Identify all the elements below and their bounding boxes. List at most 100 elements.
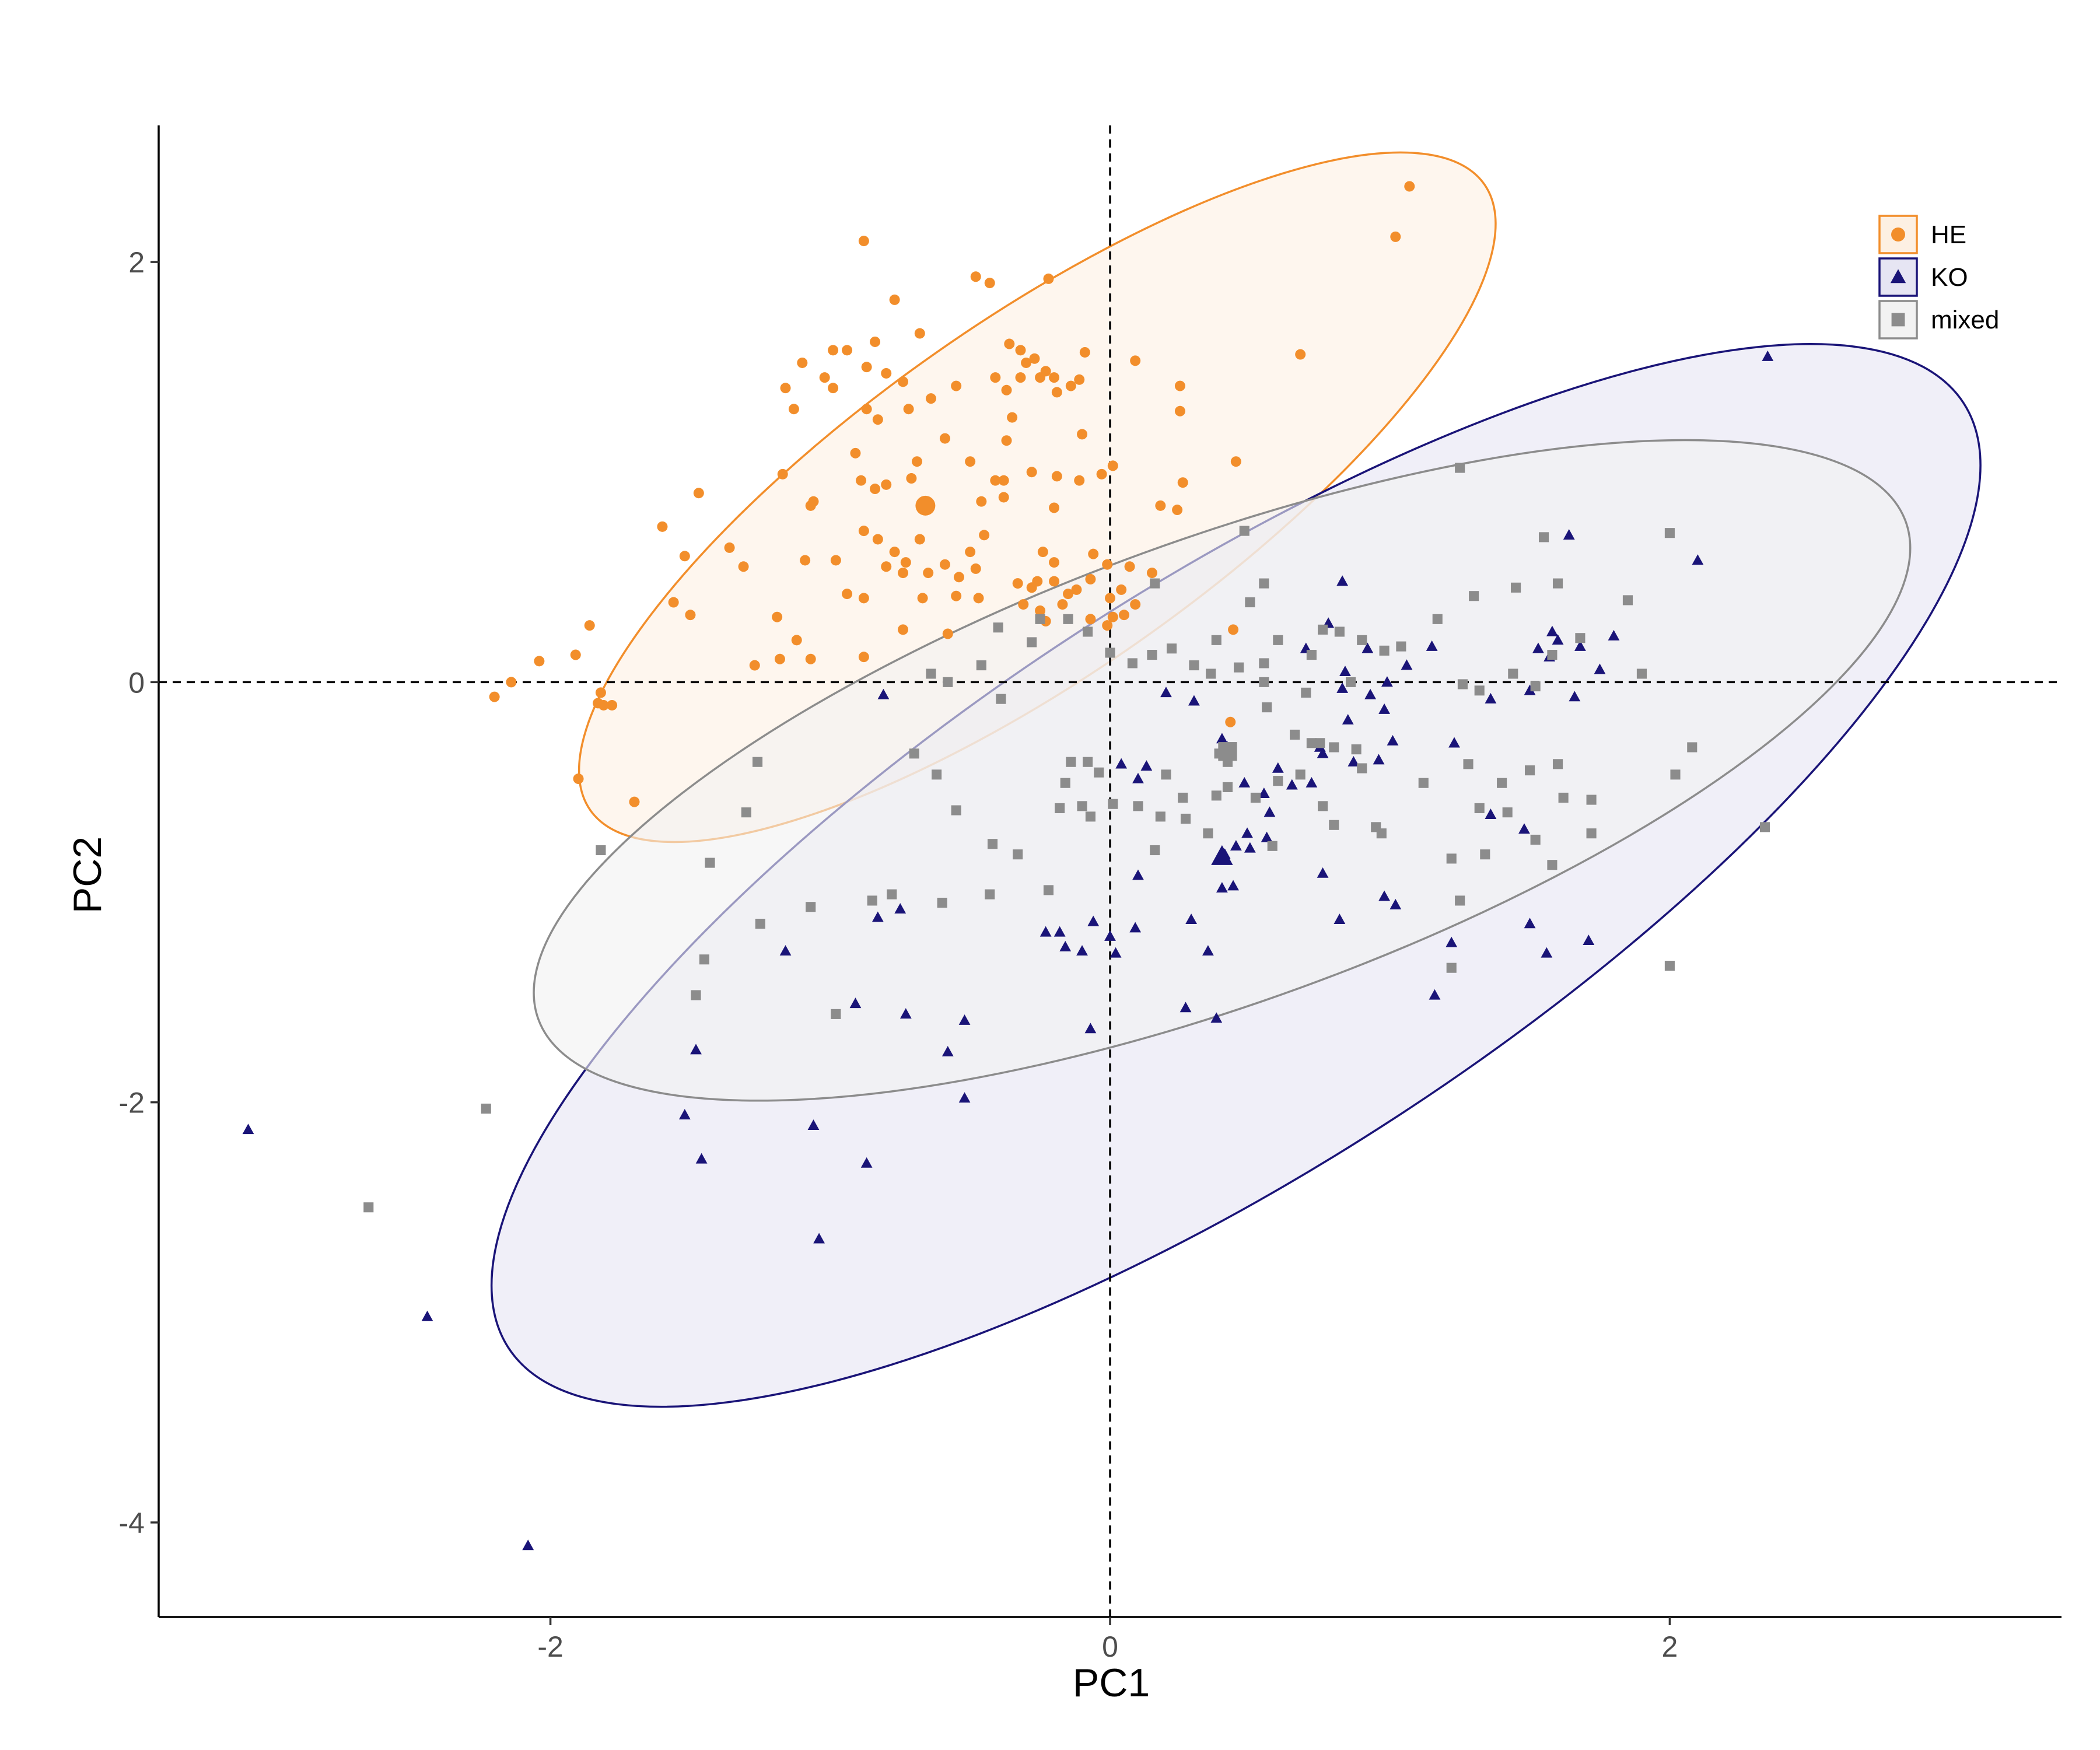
- mixed-point: [1575, 633, 1586, 643]
- KO-point: [1336, 682, 1349, 693]
- mixed-point: [363, 1202, 374, 1213]
- HE-point: [1107, 611, 1118, 622]
- KO-point: [807, 1119, 820, 1130]
- KO-point: [1132, 772, 1144, 783]
- HE-point: [629, 796, 640, 807]
- HE-point: [858, 652, 869, 663]
- mixed-point: [1273, 776, 1283, 786]
- legend-symbol-KO: [1890, 269, 1906, 284]
- mixed-point: [1262, 702, 1272, 713]
- HE-point: [1051, 387, 1062, 398]
- mixed-point: [1558, 792, 1569, 803]
- mixed-point: [1511, 582, 1521, 593]
- x-tick-label: 0: [1102, 1630, 1118, 1663]
- KO-point: [849, 998, 862, 1009]
- HE-point: [1037, 547, 1048, 558]
- HE-point: [858, 236, 869, 247]
- HE-point: [970, 271, 981, 282]
- HE-point: [1116, 584, 1127, 595]
- KO-point: [1180, 1002, 1192, 1013]
- KO-point: [1334, 914, 1346, 925]
- mixed-point: [741, 807, 751, 818]
- y-tick-label: 0: [128, 666, 145, 699]
- mixed-point: [1063, 614, 1073, 624]
- KO-point: [1524, 918, 1536, 929]
- mixed-point: [932, 769, 942, 780]
- HE-point: [1295, 349, 1306, 360]
- HE-point: [1155, 500, 1166, 511]
- mixed-point: [806, 902, 816, 912]
- HE-point: [900, 557, 911, 568]
- HE-point: [774, 653, 785, 664]
- y-tick-label: 2: [128, 246, 145, 279]
- KO-point: [779, 945, 792, 956]
- HE-point: [1049, 502, 1060, 513]
- KO-point: [1286, 779, 1298, 790]
- HE-point: [797, 357, 808, 368]
- HE-point: [953, 572, 964, 583]
- HE-point: [828, 345, 839, 356]
- HE-point: [780, 383, 791, 394]
- KO-point: [1306, 776, 1318, 788]
- mixed-point: [1105, 648, 1115, 658]
- x-axis-title: PC1: [1073, 1661, 1150, 1705]
- KO-point: [1238, 776, 1251, 788]
- legend-label-KO: KO: [1931, 263, 1968, 292]
- HE-point: [573, 774, 584, 785]
- KO-point: [1339, 666, 1351, 677]
- mixed-point: [1027, 637, 1037, 648]
- KO-point: [1381, 676, 1393, 687]
- KO-point: [1373, 754, 1385, 765]
- KO-point: [1485, 692, 1497, 704]
- reference-lines: [159, 125, 2062, 1617]
- HE-point: [903, 404, 914, 415]
- HE-point: [584, 620, 595, 631]
- HE-point: [1012, 578, 1023, 589]
- mixed-point: [1345, 677, 1356, 687]
- KO-point: [1485, 808, 1497, 819]
- HE-point: [1065, 380, 1076, 391]
- HE-point: [724, 542, 735, 553]
- mixed-point: [1189, 660, 1199, 671]
- KO-point: [1188, 695, 1200, 706]
- KO-point: [1532, 642, 1544, 653]
- KO-point: [1362, 642, 1374, 653]
- mixed-point: [1290, 729, 1300, 740]
- KO-point: [1583, 935, 1595, 946]
- KO-point: [1227, 880, 1239, 891]
- mixed-point: [1245, 597, 1255, 608]
- mixed-point: [1334, 626, 1345, 637]
- mixed-point: [691, 990, 701, 1000]
- mixed-point: [1664, 961, 1675, 971]
- KO-point: [1258, 787, 1270, 798]
- KO-point: [1104, 930, 1116, 941]
- HE-point: [1102, 559, 1113, 570]
- HE-point: [951, 380, 962, 391]
- mixed-point: [481, 1103, 491, 1114]
- KO-point: [1140, 760, 1153, 771]
- HE-point: [668, 597, 679, 608]
- HE-point: [858, 526, 869, 537]
- centroid-layer: [915, 495, 1237, 865]
- HE-point: [939, 559, 950, 570]
- HE-point: [856, 475, 867, 486]
- mixed-point: [1622, 595, 1633, 606]
- mixed-point: [1538, 532, 1549, 542]
- mixed-point: [1055, 803, 1065, 814]
- HE-point: [788, 404, 799, 415]
- mixed-point: [1267, 841, 1278, 851]
- HE-point: [738, 561, 749, 572]
- KO-point: [1244, 842, 1256, 853]
- KO-point: [1426, 640, 1438, 651]
- axes: [150, 125, 2062, 1625]
- HE-point: [861, 404, 872, 415]
- HE-point: [842, 345, 853, 356]
- HE-point: [990, 372, 1001, 383]
- mixed-point: [993, 622, 1003, 633]
- y-axis-title: PC2: [65, 836, 110, 914]
- HE-point: [998, 492, 1009, 503]
- mixed-point: [755, 918, 765, 929]
- HE-point: [1074, 374, 1085, 385]
- mixed-point: [1150, 845, 1160, 856]
- mixed-point: [1687, 742, 1698, 752]
